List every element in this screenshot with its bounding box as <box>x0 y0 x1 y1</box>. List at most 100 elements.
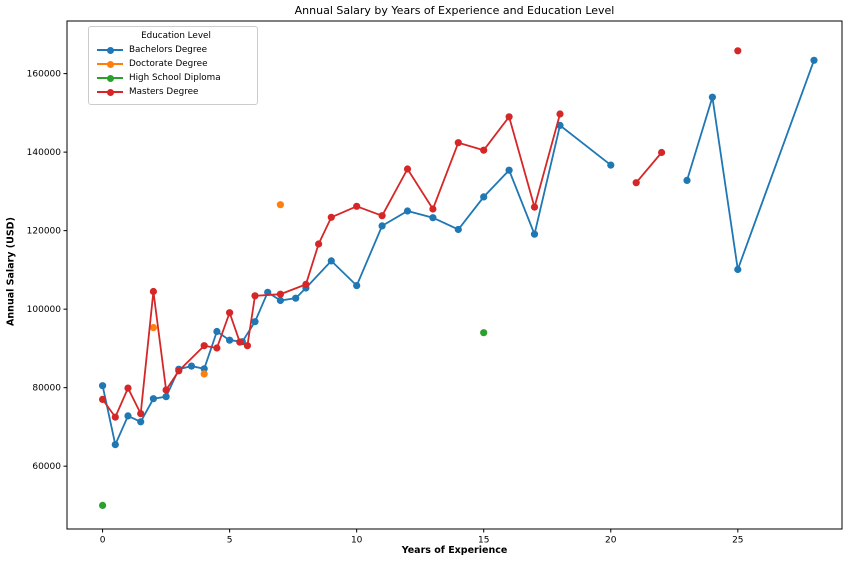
series-doctorate-degree <box>149 201 284 378</box>
data-point-marker <box>137 410 145 418</box>
x-tick-label: 20 <box>605 536 617 546</box>
data-point-marker <box>810 56 818 64</box>
legend-line-marker-icon <box>97 74 123 82</box>
data-point-marker <box>734 265 742 274</box>
data-point-marker <box>734 47 742 55</box>
data-point-marker <box>530 230 539 238</box>
legend-entry-high-school-diploma: High School Diploma <box>97 71 249 85</box>
data-point-marker <box>243 342 251 350</box>
data-point-marker <box>162 386 170 394</box>
y-tick-label: 80000 <box>32 384 61 394</box>
legend-entry-doctorate-degree: Doctorate Degree <box>97 57 249 71</box>
data-point-marker <box>124 412 132 420</box>
y-tick-label: 140000 <box>27 148 62 158</box>
y-tick-label: 100000 <box>27 305 62 315</box>
data-point-marker <box>632 179 640 187</box>
data-point-marker <box>251 318 259 326</box>
data-point-marker <box>111 413 119 421</box>
data-point-marker <box>149 287 157 296</box>
data-point-marker <box>175 367 183 375</box>
x-tick-label: 15 <box>478 536 489 546</box>
data-point-marker <box>315 240 323 248</box>
data-point-marker <box>200 365 208 373</box>
data-point-marker <box>149 324 157 332</box>
data-point-marker <box>162 393 170 401</box>
axes-spines <box>66 20 843 530</box>
legend-entry-bachelors-degree: Bachelors Degree <box>97 43 249 57</box>
y-tick-label: 120000 <box>27 227 62 237</box>
data-point-marker <box>480 329 488 337</box>
data-point-marker <box>480 146 488 154</box>
data-point-marker <box>236 338 244 346</box>
data-point-marker <box>556 110 564 118</box>
legend-entry-label: High School Diploma <box>129 73 221 83</box>
legend-entry-masters-degree: Masters Degree <box>97 85 249 99</box>
data-point-marker <box>276 201 284 209</box>
data-point-marker <box>658 148 666 157</box>
series-masters-degree <box>99 47 742 421</box>
data-point-marker <box>137 418 145 426</box>
legend-title: Education Level <box>141 31 211 41</box>
data-point-marker <box>213 327 221 336</box>
data-point-marker <box>708 93 717 101</box>
data-point-marker <box>124 384 132 392</box>
series-high-school-diploma <box>99 329 488 509</box>
data-point-marker <box>403 207 412 215</box>
data-point-marker <box>200 370 208 378</box>
series-line <box>101 123 612 448</box>
x-tick-label: 5 <box>227 536 233 546</box>
series-bachelors-degree <box>99 56 818 449</box>
data-point-marker <box>111 441 119 449</box>
series-line <box>686 59 815 270</box>
legend-entries: Bachelors Degree Doctorate Degree High Sch… <box>97 43 249 99</box>
data-point-marker <box>454 225 462 234</box>
data-point-marker <box>200 342 208 350</box>
x-axis-label: Years of Experience <box>401 545 508 556</box>
data-point-marker <box>276 290 284 298</box>
series-line <box>101 113 561 419</box>
legend-line-marker-icon <box>97 88 123 96</box>
data-point-marker <box>226 336 234 344</box>
legend-line-marker-icon <box>97 60 123 68</box>
data-point-marker <box>99 382 107 390</box>
data-point-marker <box>327 213 335 221</box>
data-point-marker <box>292 294 300 302</box>
data-point-marker <box>353 202 361 210</box>
data-point-marker <box>505 113 513 121</box>
data-point-marker <box>683 176 691 184</box>
data-point-marker <box>429 205 437 213</box>
data-point-marker <box>480 193 488 201</box>
legend-line-marker-icon <box>97 46 123 54</box>
data-point-marker <box>213 344 221 352</box>
legend-entry-label: Masters Degree <box>129 87 199 97</box>
chart-title: Annual Salary by Years of Experience and… <box>294 4 615 17</box>
y-tick-label: 160000 <box>27 70 62 80</box>
data-point-marker <box>99 395 107 403</box>
data-point-marker <box>429 214 437 222</box>
data-point-marker <box>454 139 462 147</box>
data-point-marker <box>505 166 513 174</box>
data-point-marker <box>187 362 196 370</box>
series-line <box>635 151 663 184</box>
data-point-marker <box>276 296 284 305</box>
data-point-marker <box>99 501 107 509</box>
legend-entry-label: Bachelors Degree <box>129 45 208 55</box>
y-tick-label: 60000 <box>32 462 61 472</box>
data-point-marker <box>353 282 361 290</box>
data-point-marker <box>327 257 335 265</box>
y-axis-label: Annual Salary (USD) <box>5 217 17 326</box>
legend-entry-label: Doctorate Degree <box>129 59 208 69</box>
data-point-marker <box>607 161 615 169</box>
legend: Education Level Bachelors Degree Doctorat… <box>88 26 258 105</box>
x-tick-label: 0 <box>100 536 106 546</box>
data-point-marker <box>403 165 412 173</box>
data-point-marker <box>530 203 539 211</box>
x-tick-label: 25 <box>732 536 743 546</box>
data-point-marker <box>251 292 259 300</box>
data-point-marker <box>226 309 234 317</box>
x-tick-label: 10 <box>351 536 363 546</box>
data-point-marker <box>378 222 386 230</box>
data-point-marker <box>378 212 386 220</box>
